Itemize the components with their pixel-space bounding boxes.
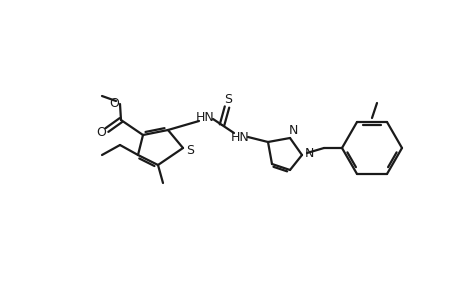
Text: N: N [288,124,297,136]
Text: O: O [109,97,119,110]
Text: O: O [96,125,106,139]
Text: S: S [224,92,231,106]
Text: N: N [304,146,313,160]
Text: HN: HN [195,110,214,124]
Text: S: S [185,143,194,157]
Text: HN: HN [230,130,249,143]
